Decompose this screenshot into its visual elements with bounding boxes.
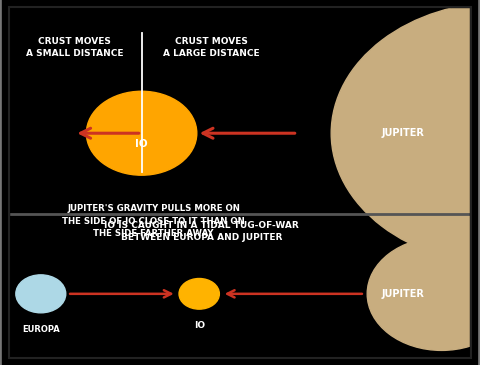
Text: EUROPA: EUROPA: [22, 325, 60, 334]
Circle shape: [331, 2, 480, 265]
Text: IO: IO: [193, 321, 205, 330]
Circle shape: [86, 91, 197, 175]
Text: JUPITER'S GRAVITY PULLS MORE ON
THE SIDE OF IO CLOSE TO IT THAN ON
THE SIDE FART: JUPITER'S GRAVITY PULLS MORE ON THE SIDE…: [62, 204, 245, 238]
Text: IO IS CAUGHT IN A TIDAL TUG-OF-WAR
BETWEEN EUROPA AND JUPITER: IO IS CAUGHT IN A TIDAL TUG-OF-WAR BETWE…: [104, 221, 299, 242]
Circle shape: [179, 278, 219, 309]
Circle shape: [16, 275, 66, 313]
Text: CRUST MOVES
A LARGE DISTANCE: CRUST MOVES A LARGE DISTANCE: [163, 37, 260, 58]
Text: JUPITER: JUPITER: [382, 128, 425, 138]
Text: CRUST MOVES
A SMALL DISTANCE: CRUST MOVES A SMALL DISTANCE: [25, 37, 123, 58]
Circle shape: [367, 237, 480, 350]
Text: JUPITER: JUPITER: [382, 289, 425, 299]
Text: IO: IO: [135, 139, 148, 149]
